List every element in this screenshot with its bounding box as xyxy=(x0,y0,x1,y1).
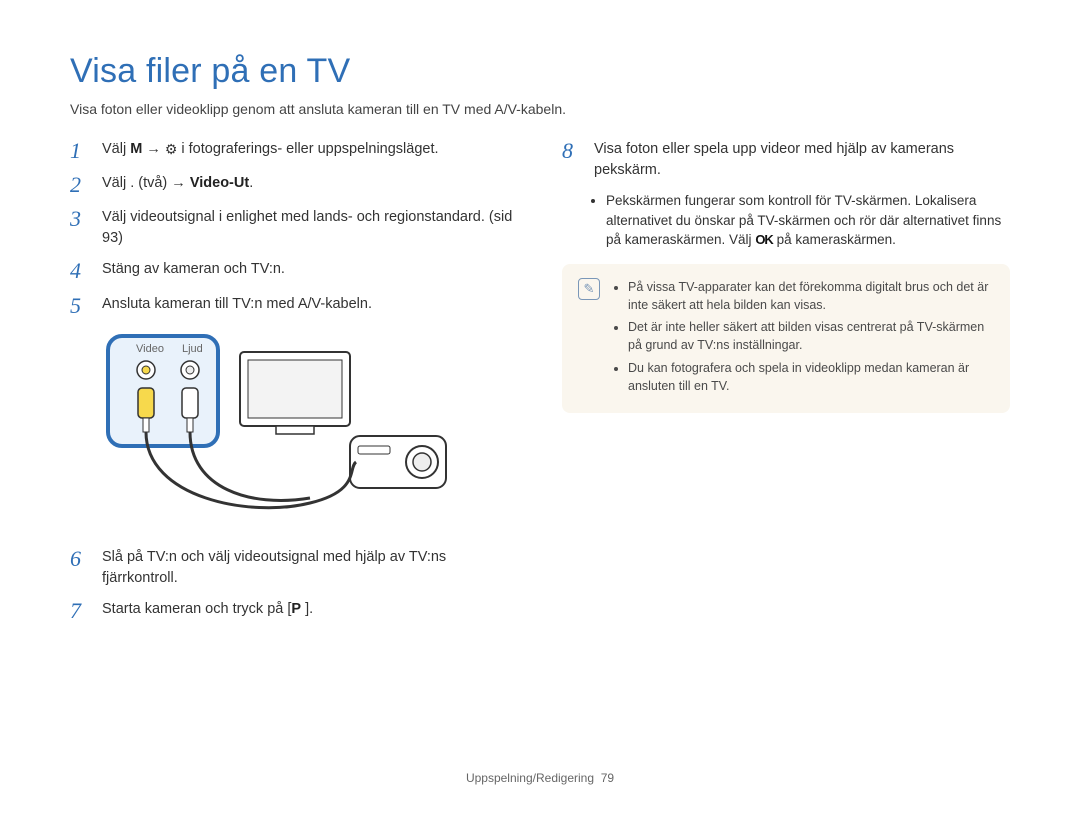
note-item: Du kan fotografera och spela in videokli… xyxy=(628,359,994,395)
step-text: ]. xyxy=(301,601,313,617)
step-body: Välj M → ⚙ i fotograferings- eller uppsp… xyxy=(102,139,518,163)
step-body: Starta kameran och tryck på [P ]. xyxy=(102,599,518,623)
step-8-sub-bullets: Pekskärmen fungerar som kontroll för TV-… xyxy=(592,191,1010,250)
step-bold: Video-Ut xyxy=(190,175,249,191)
step-7: 7 Starta kameran och tryck på [P ]. xyxy=(70,599,518,623)
note-box: ✎ På vissa TV-apparater kan det förekomm… xyxy=(562,264,1010,413)
note-list: På vissa TV-apparater kan det förekomma … xyxy=(614,278,994,399)
step-number: 5 xyxy=(70,294,88,318)
step-text: . xyxy=(249,175,253,191)
right-column: 8 Visa foton eller spela upp videor med … xyxy=(562,139,1010,633)
step-text: Välj xyxy=(102,141,130,157)
step-arrow: → xyxy=(142,139,165,160)
connection-diagram: Video Ljud xyxy=(100,328,518,533)
step-body: Välj . (två) → Video-Ut. xyxy=(102,173,518,197)
camera-icon xyxy=(350,436,446,488)
gear-icon: ⚙ xyxy=(165,139,178,159)
left-column: 1 Välj M → ⚙ i fotograferings- eller upp… xyxy=(70,139,518,633)
step-body: Ansluta kameran till TV:n med A/V-kabeln… xyxy=(102,294,518,318)
sub-bullet: Pekskärmen fungerar som kontroll för TV-… xyxy=(606,191,1010,250)
manual-page: Visa filer på en TV Visa foton eller vid… xyxy=(0,0,1080,815)
step-8: 8 Visa foton eller spela upp videor med … xyxy=(562,139,1010,181)
tv-icon xyxy=(240,352,350,434)
step-bold: P xyxy=(291,601,301,617)
step-number: 2 xyxy=(70,173,88,197)
diagram-svg: Video Ljud xyxy=(100,328,460,528)
note-item: På vissa TV-apparater kan det förekomma … xyxy=(628,278,994,314)
step-bold: M xyxy=(130,141,142,157)
step-number: 1 xyxy=(70,139,88,163)
audio-label: Ljud xyxy=(182,343,203,355)
page-title: Visa filer på en TV xyxy=(70,52,1010,91)
content-columns: 1 Välj M → ⚙ i fotograferings- eller upp… xyxy=(70,139,1010,633)
video-label: Video xyxy=(136,343,164,355)
footer-section: Uppspelning/Redigering xyxy=(466,771,594,785)
step-number: 6 xyxy=(70,547,88,589)
ok-icon: OK xyxy=(755,231,773,250)
footer-page-number: 79 xyxy=(601,771,614,785)
step-4: 4 Stäng av kameran och TV:n. xyxy=(70,259,518,283)
step-text: i fotograferings- eller uppspelningsläge… xyxy=(177,141,438,157)
note-item: Det är inte heller säkert att bilden vis… xyxy=(628,318,994,354)
step-number: 4 xyxy=(70,259,88,283)
note-icon: ✎ xyxy=(578,278,600,300)
step-3: 3 Välj videoutsignal i enlighet med land… xyxy=(70,207,518,249)
step-2: 2 Välj . (två) → Video-Ut. xyxy=(70,173,518,197)
step-text: Starta kameran och tryck på [ xyxy=(102,601,291,617)
page-intro: Visa foton eller videoklipp genom att an… xyxy=(70,101,1010,117)
step-number: 3 xyxy=(70,207,88,249)
step-number: 8 xyxy=(562,139,580,181)
step-1: 1 Välj M → ⚙ i fotograferings- eller upp… xyxy=(70,139,518,163)
step-body: Slå på TV:n och välj videoutsignal med h… xyxy=(102,547,518,589)
step-5: 5 Ansluta kameran till TV:n med A/V-kabe… xyxy=(70,294,518,318)
page-footer: Uppspelning/Redigering 79 xyxy=(0,771,1080,785)
step-body: Visa foton eller spela upp videor med hj… xyxy=(594,139,1010,181)
step-text: Välj . (två) → xyxy=(102,175,190,191)
step-body: Stäng av kameran och TV:n. xyxy=(102,259,518,283)
step-body: Välj videoutsignal i enlighet med lands-… xyxy=(102,207,518,249)
step-number: 7 xyxy=(70,599,88,623)
step-6: 6 Slå på TV:n och välj videoutsignal med… xyxy=(70,547,518,589)
